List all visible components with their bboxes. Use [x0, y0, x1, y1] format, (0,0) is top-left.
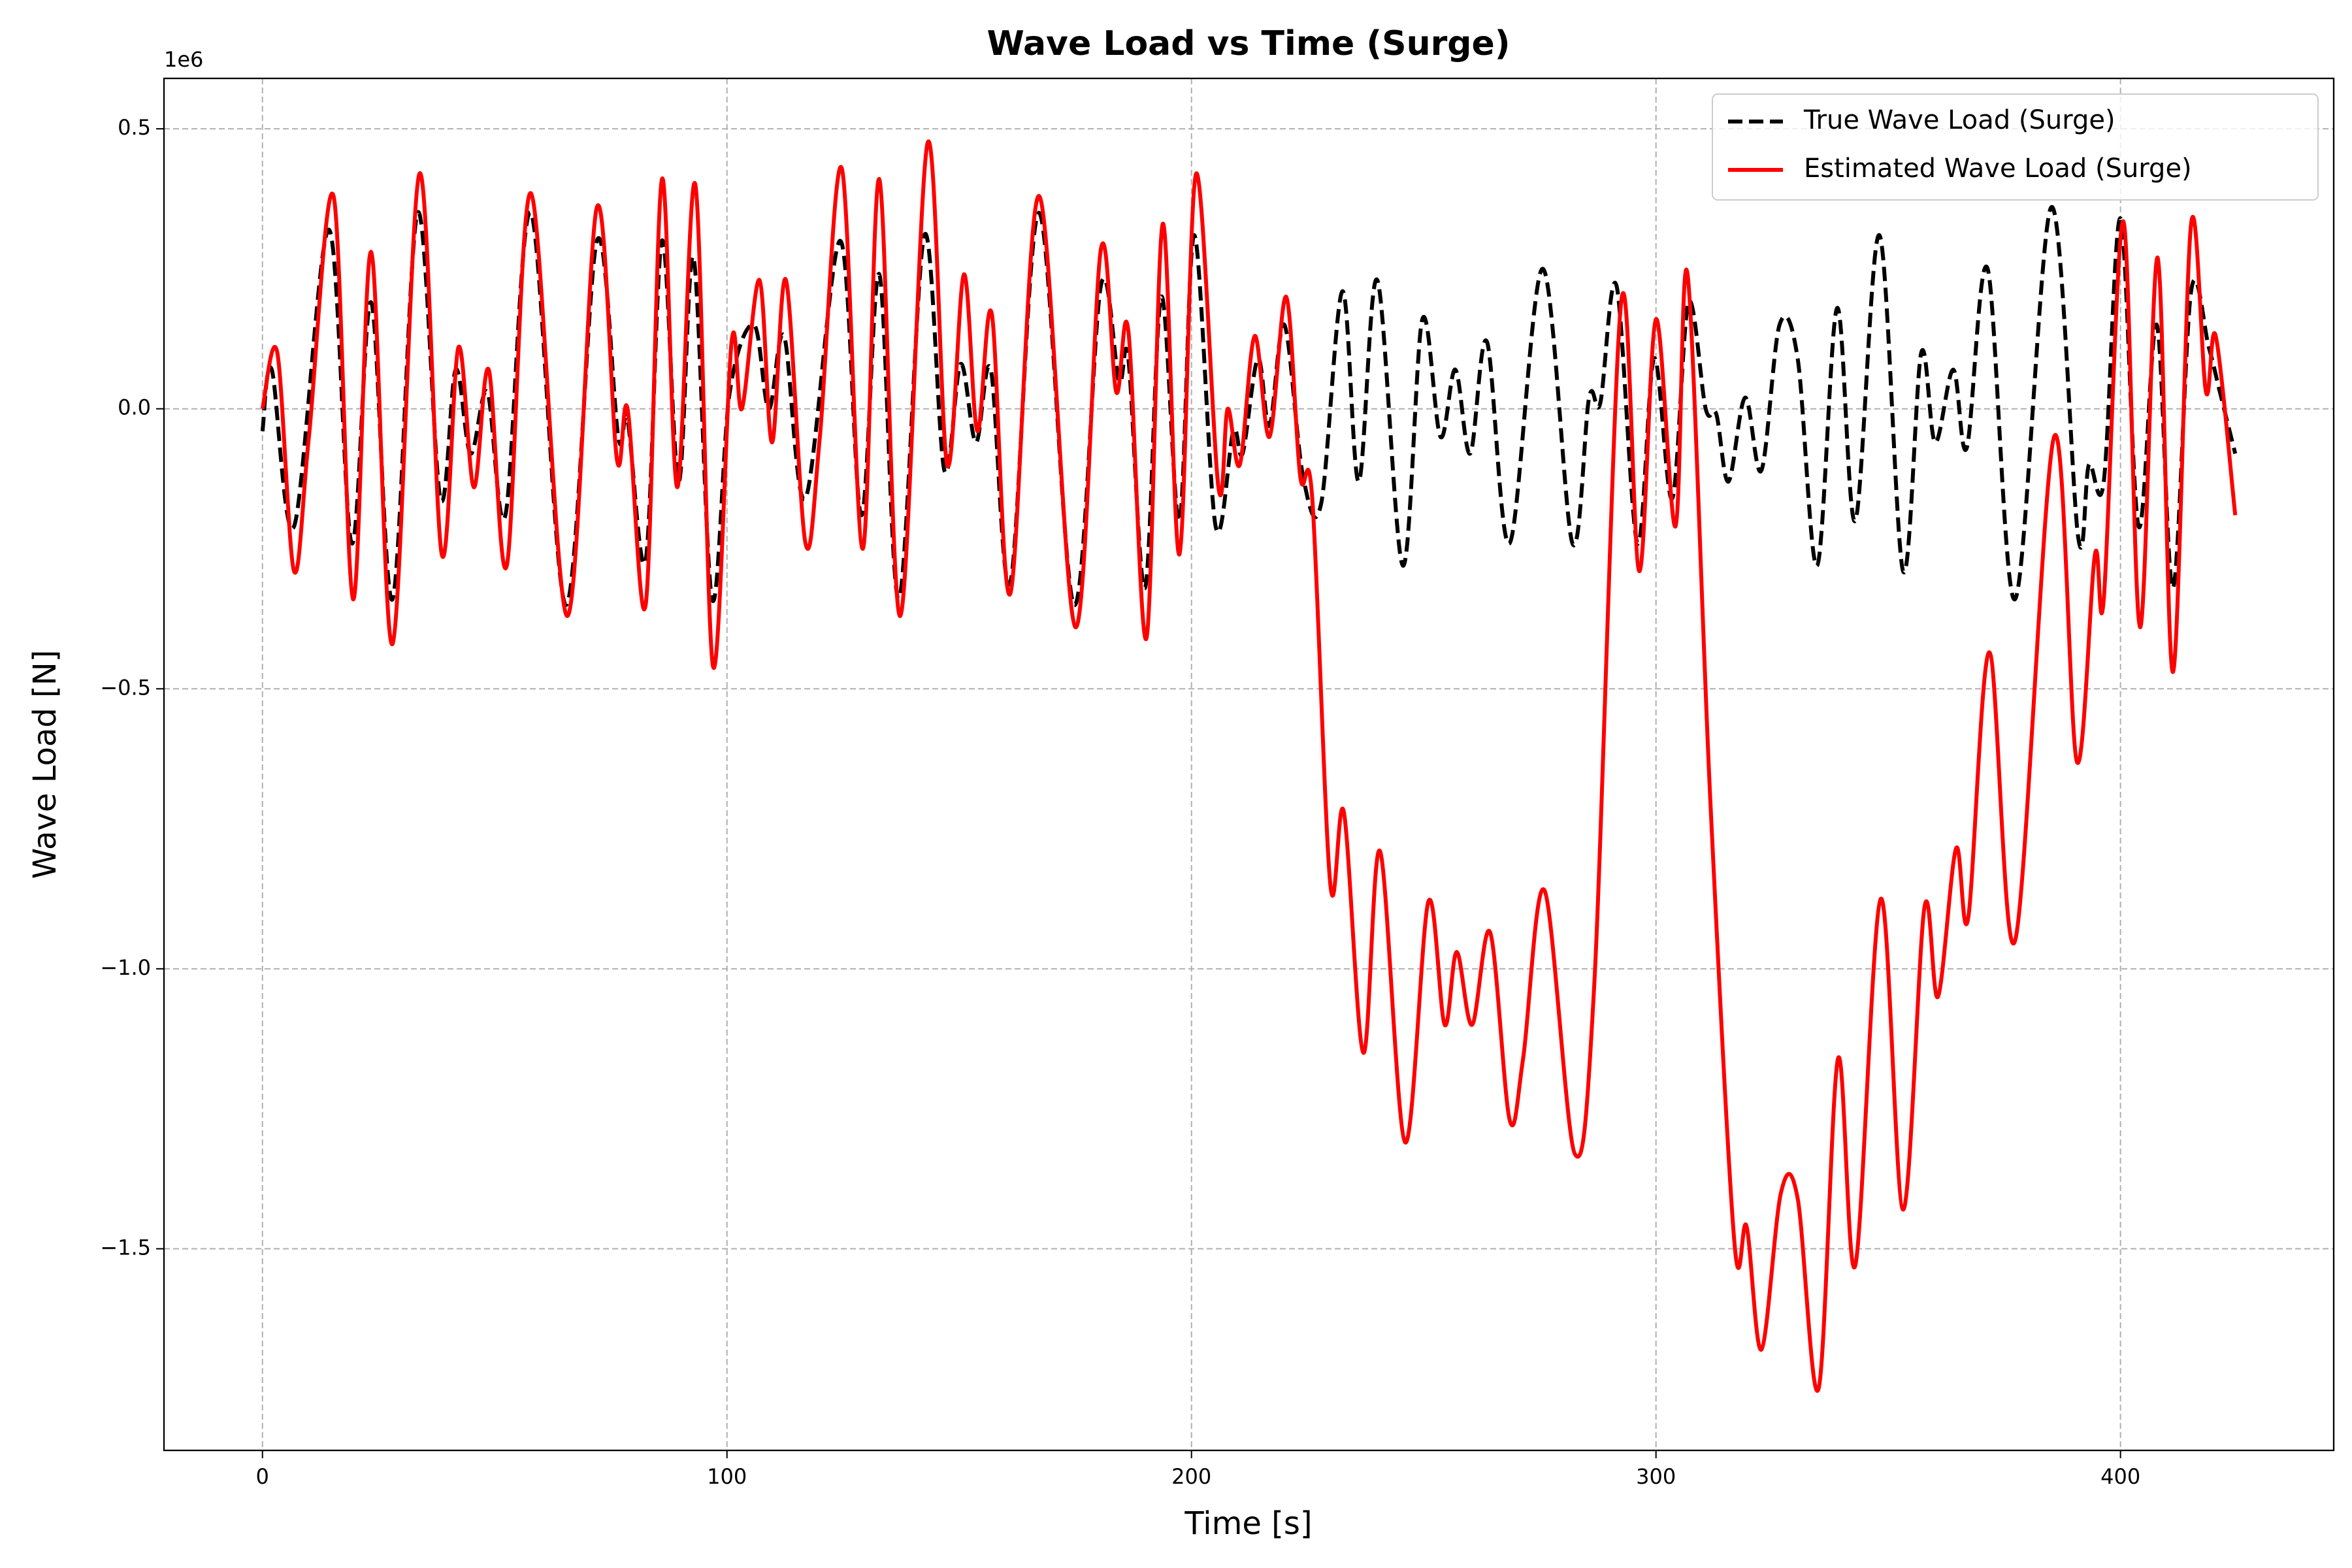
y-axis-label: Wave Load [N]: [27, 650, 63, 879]
data-line: [260, 139, 2238, 1393]
plot-frame: [163, 77, 2335, 1452]
legend-box: [1712, 93, 2319, 201]
legend-label: Estimated Wave Load (Surge): [1804, 154, 2192, 184]
y-tick-label: 0.0: [118, 395, 151, 420]
y-tick-label: −1.5: [100, 1235, 151, 1260]
chart-title: Wave Load vs Time (Surge): [987, 24, 1510, 63]
x-tick-label: 200: [1171, 1464, 1211, 1489]
y-tick-label: −1.0: [100, 955, 151, 980]
x-tick-label: 100: [707, 1464, 747, 1489]
x-tick-label: 0: [256, 1464, 269, 1489]
x-tick-label: 400: [2100, 1464, 2140, 1489]
y-tick-label: 0.5: [118, 115, 151, 140]
x-tick-label: 300: [1636, 1464, 1676, 1489]
x-axis-label: Time [s]: [1184, 1505, 1312, 1542]
legend-label: True Wave Load (Surge): [1803, 105, 2115, 135]
y-tick-label: −0.5: [100, 675, 151, 700]
y-offset-text: 1e6: [164, 47, 203, 72]
